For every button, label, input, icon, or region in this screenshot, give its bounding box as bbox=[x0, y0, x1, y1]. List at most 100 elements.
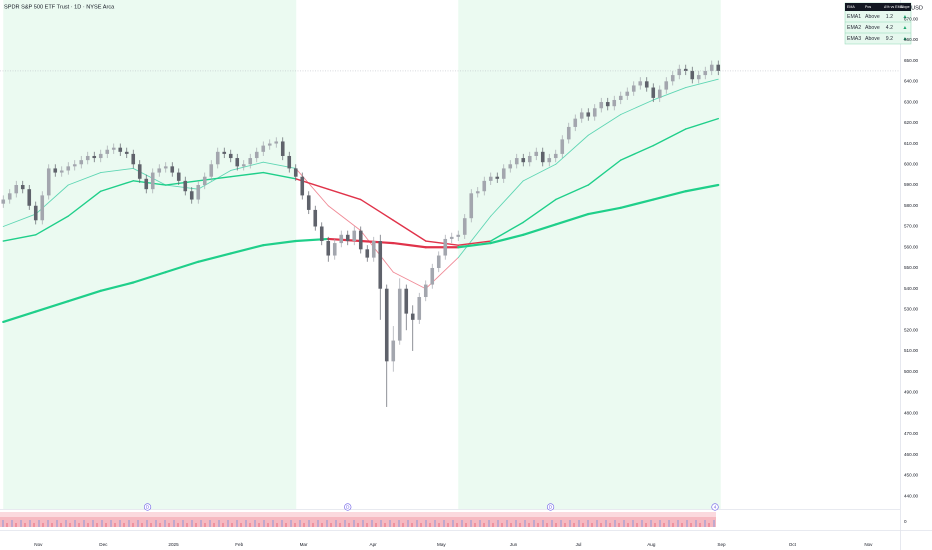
ema-line bbox=[392, 241, 427, 249]
ema-line bbox=[197, 170, 232, 190]
y-tick-label: 650.00 bbox=[904, 58, 918, 63]
y-tick-label: 530.00 bbox=[904, 307, 918, 312]
candle-body bbox=[579, 112, 584, 119]
ema-line bbox=[490, 180, 524, 217]
table-cell: Above bbox=[865, 14, 880, 20]
event-marker bbox=[143, 503, 152, 511]
candle-body bbox=[391, 340, 396, 362]
ema-line bbox=[34, 300, 70, 313]
candle-body bbox=[664, 81, 669, 90]
candle-body bbox=[690, 70, 695, 80]
x-tick-label: 2025 bbox=[168, 542, 179, 547]
candle-body bbox=[534, 151, 539, 156]
trend-zone bbox=[685, 0, 719, 509]
candle-body bbox=[228, 153, 233, 159]
ema-line bbox=[489, 233, 525, 245]
ema-line bbox=[555, 134, 589, 165]
trend-zone bbox=[230, 0, 264, 509]
trend-zone bbox=[35, 0, 69, 509]
candle-body bbox=[196, 185, 201, 200]
ema-line bbox=[522, 223, 557, 236]
x-tick-label: Oct bbox=[789, 542, 797, 547]
candle-body bbox=[605, 102, 610, 107]
trend-zone bbox=[263, 0, 297, 509]
candle-body bbox=[215, 151, 220, 165]
ema-line bbox=[164, 260, 200, 274]
ema-line bbox=[2, 234, 37, 242]
candle-body bbox=[423, 284, 428, 298]
candle-body bbox=[696, 75, 701, 80]
candle-body bbox=[462, 218, 467, 235]
ema-line bbox=[620, 144, 654, 161]
candle-body bbox=[456, 234, 461, 237]
ema-line bbox=[457, 240, 492, 246]
candle-body bbox=[560, 139, 565, 154]
candle-body bbox=[313, 209, 318, 227]
ema-line bbox=[522, 163, 557, 182]
candle-body bbox=[378, 241, 383, 289]
trend-zone bbox=[490, 0, 524, 509]
candle-body bbox=[540, 151, 545, 163]
x-tick-label: Aug bbox=[647, 542, 656, 547]
table-cell: EMA3 bbox=[847, 36, 861, 42]
candle-body bbox=[508, 164, 513, 169]
y-tick-label: 620.00 bbox=[904, 120, 918, 125]
event-marker bbox=[711, 503, 719, 511]
candle-body bbox=[293, 168, 298, 177]
candle-body bbox=[527, 155, 532, 163]
indicator-band bbox=[0, 512, 716, 527]
candle-body bbox=[131, 153, 136, 165]
table-cell: Above bbox=[865, 36, 880, 42]
candle-body bbox=[144, 178, 149, 190]
y-tick-label: 480.00 bbox=[904, 410, 918, 415]
y-tick-label: 450.00 bbox=[904, 473, 918, 478]
ema-line bbox=[685, 78, 719, 88]
candle-body bbox=[235, 158, 240, 167]
candle-body bbox=[553, 153, 558, 159]
y-tick-label: 670.00 bbox=[904, 16, 918, 21]
candle-body bbox=[475, 191, 480, 194]
ema-line bbox=[360, 198, 394, 221]
y-tick-label: 540.00 bbox=[904, 286, 918, 291]
y-tick-label: 590.00 bbox=[904, 182, 918, 187]
y-tick-label: 610.00 bbox=[904, 141, 918, 146]
candle-body bbox=[46, 168, 51, 196]
candle-body bbox=[514, 158, 519, 165]
candle-body bbox=[14, 185, 19, 194]
candle-body bbox=[137, 164, 142, 179]
indicator-tick-label: 0 bbox=[904, 519, 907, 524]
ema-line bbox=[587, 206, 622, 216]
trend-zone bbox=[100, 0, 134, 509]
x-tick-label: Apr bbox=[370, 542, 378, 547]
event-label: D bbox=[549, 505, 553, 510]
table-cell: 9.2 bbox=[886, 36, 893, 42]
ema-line bbox=[360, 230, 394, 273]
candle-body bbox=[449, 236, 454, 239]
candle-body bbox=[287, 155, 292, 169]
candle-body bbox=[618, 95, 623, 100]
ema-line bbox=[327, 205, 362, 232]
table-header-bg bbox=[845, 3, 911, 11]
candle-body bbox=[202, 176, 207, 186]
candle-body bbox=[573, 118, 578, 127]
candle-body bbox=[566, 126, 571, 140]
table-slope: ▲ bbox=[902, 25, 907, 31]
ema-line bbox=[262, 239, 297, 247]
table-cell: 4.2 bbox=[886, 25, 893, 31]
ema-line bbox=[684, 183, 720, 193]
candle-body bbox=[332, 243, 337, 256]
ema-line bbox=[197, 252, 232, 263]
trend-zone bbox=[718, 0, 721, 509]
candle-body bbox=[111, 147, 116, 150]
ema-line bbox=[132, 271, 167, 284]
candle-body bbox=[85, 155, 90, 161]
candle-body bbox=[397, 288, 402, 341]
ema-line bbox=[392, 271, 427, 290]
candle-body bbox=[53, 168, 58, 173]
x-tick-label: Feb bbox=[235, 542, 243, 547]
event-label: D bbox=[346, 505, 350, 510]
candle-body bbox=[254, 151, 259, 159]
trend-zone bbox=[133, 0, 167, 509]
candle-body bbox=[274, 141, 279, 144]
